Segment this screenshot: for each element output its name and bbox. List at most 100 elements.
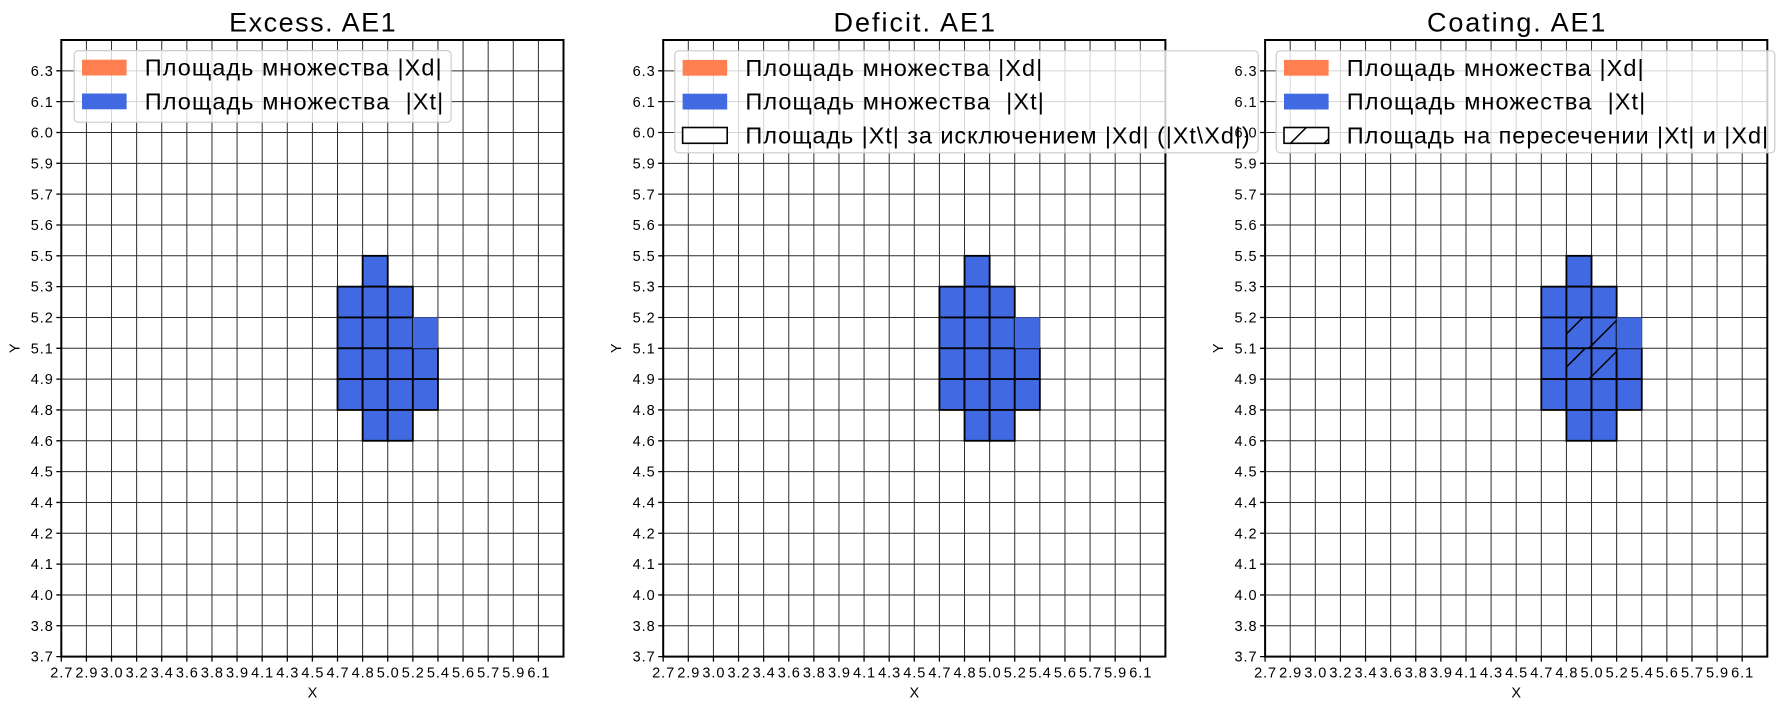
svg-text:4.9: 4.9 (633, 372, 655, 388)
svg-text:3.2: 3.2 (1329, 665, 1351, 681)
svg-text:5.6: 5.6 (452, 665, 474, 681)
svg-text:3.0: 3.0 (702, 665, 724, 681)
svg-text:5.1: 5.1 (31, 341, 53, 357)
svg-text:Площадь множества |Xd|: Площадь множества |Xd| (1347, 55, 1644, 81)
svg-text:5.7: 5.7 (477, 665, 499, 681)
svg-text:Площадь множества |Xt|: Площадь множества |Xt| (1347, 89, 1645, 115)
svg-text:4.2: 4.2 (1235, 526, 1257, 542)
svg-text:5.6: 5.6 (1235, 218, 1257, 234)
svg-text:5.5: 5.5 (31, 249, 53, 265)
svg-text:5.7: 5.7 (1079, 665, 1101, 681)
svg-text:5.9: 5.9 (1104, 665, 1126, 681)
svg-text:Excess. AE1: Excess. AE1 (229, 7, 396, 37)
svg-text:Deficit. AE1: Deficit. AE1 (834, 7, 996, 37)
svg-text:5.5: 5.5 (1235, 249, 1257, 265)
svg-text:Площадь множества |Xd|: Площадь множества |Xd| (745, 55, 1042, 81)
svg-text:3.7: 3.7 (633, 650, 655, 666)
svg-text:4.3: 4.3 (1480, 665, 1502, 681)
svg-text:X: X (909, 685, 919, 701)
svg-text:3.0: 3.0 (1304, 665, 1326, 681)
svg-text:5.7: 5.7 (633, 187, 655, 203)
svg-text:4.1: 4.1 (853, 665, 875, 681)
svg-text:5.0: 5.0 (377, 665, 399, 681)
svg-text:5.2: 5.2 (1235, 311, 1257, 327)
svg-text:2.7: 2.7 (1254, 665, 1276, 681)
svg-text:6.0: 6.0 (31, 126, 53, 142)
svg-text:5.9: 5.9 (633, 156, 655, 172)
svg-text:2.9: 2.9 (75, 665, 97, 681)
svg-text:5.0: 5.0 (979, 665, 1001, 681)
svg-text:Y: Y (1211, 343, 1227, 353)
svg-text:5.2: 5.2 (633, 311, 655, 327)
svg-text:4.4: 4.4 (633, 496, 655, 512)
svg-text:5.7: 5.7 (31, 187, 53, 203)
svg-text:6.1: 6.1 (1731, 665, 1753, 681)
svg-text:3.4: 3.4 (151, 665, 173, 681)
svg-text:5.4: 5.4 (1029, 665, 1051, 681)
svg-text:6.1: 6.1 (527, 665, 549, 681)
svg-text:5.2: 5.2 (31, 311, 53, 327)
svg-text:3.4: 3.4 (1355, 665, 1377, 681)
svg-text:4.0: 4.0 (633, 588, 655, 604)
svg-text:2.9: 2.9 (1279, 665, 1301, 681)
svg-text:4.9: 4.9 (1235, 372, 1257, 388)
svg-text:Площадь множества |Xt|: Площадь множества |Xt| (745, 89, 1043, 115)
svg-text:Площадь на пересечении |Xt| и: Площадь на пересечении |Xt| и |Xd| (1347, 122, 1768, 148)
svg-text:5.5: 5.5 (633, 249, 655, 265)
svg-text:5.2: 5.2 (1004, 665, 1026, 681)
svg-text:X: X (308, 685, 318, 701)
svg-text:5.4: 5.4 (1631, 665, 1653, 681)
svg-text:5.0: 5.0 (1581, 665, 1603, 681)
svg-text:3.8: 3.8 (803, 665, 825, 681)
svg-text:3.9: 3.9 (226, 665, 248, 681)
svg-text:4.7: 4.7 (326, 665, 348, 681)
svg-text:5.2: 5.2 (402, 665, 424, 681)
svg-text:5.9: 5.9 (31, 156, 53, 172)
svg-text:3.8: 3.8 (201, 665, 223, 681)
svg-text:3.7: 3.7 (31, 650, 53, 666)
svg-text:5.6: 5.6 (633, 218, 655, 234)
svg-text:4.5: 4.5 (1505, 665, 1527, 681)
svg-text:Y: Y (609, 343, 625, 353)
svg-text:6.1: 6.1 (1129, 665, 1151, 681)
svg-text:4.5: 4.5 (31, 465, 53, 481)
svg-text:4.2: 4.2 (31, 526, 53, 542)
svg-text:3.8: 3.8 (1405, 665, 1427, 681)
svg-text:6.1: 6.1 (633, 95, 655, 111)
svg-text:4.6: 4.6 (633, 434, 655, 450)
svg-text:4.8: 4.8 (633, 403, 655, 419)
svg-text:4.7: 4.7 (1530, 665, 1552, 681)
svg-text:3.9: 3.9 (1430, 665, 1452, 681)
svg-text:4.4: 4.4 (1235, 496, 1257, 512)
svg-text:5.3: 5.3 (633, 280, 655, 296)
svg-text:4.6: 4.6 (1235, 434, 1257, 450)
svg-text:4.8: 4.8 (953, 665, 975, 681)
svg-text:5.9: 5.9 (1235, 156, 1257, 172)
svg-text:3.9: 3.9 (828, 665, 850, 681)
svg-text:6.0: 6.0 (1235, 126, 1257, 142)
svg-text:4.0: 4.0 (1235, 588, 1257, 604)
svg-text:Y: Y (7, 343, 23, 353)
svg-text:4.9: 4.9 (31, 372, 53, 388)
svg-text:6.3: 6.3 (31, 64, 53, 80)
svg-text:6.0: 6.0 (633, 126, 655, 142)
svg-text:3.2: 3.2 (126, 665, 148, 681)
svg-text:4.1: 4.1 (1455, 665, 1477, 681)
svg-text:5.4: 5.4 (427, 665, 449, 681)
svg-text:Coating. AE1: Coating. AE1 (1427, 7, 1606, 37)
svg-text:4.4: 4.4 (31, 496, 53, 512)
svg-text:Площадь множества |Xd|: Площадь множества |Xd| (145, 55, 442, 81)
svg-text:4.8: 4.8 (1235, 403, 1257, 419)
svg-text:X: X (1511, 685, 1521, 701)
svg-text:3.4: 3.4 (753, 665, 775, 681)
svg-text:4.8: 4.8 (352, 665, 374, 681)
svg-text:6.1: 6.1 (31, 95, 53, 111)
svg-text:4.5: 4.5 (1235, 465, 1257, 481)
svg-text:3.6: 3.6 (778, 665, 800, 681)
svg-text:5.2: 5.2 (1606, 665, 1628, 681)
svg-text:2.7: 2.7 (50, 665, 72, 681)
svg-text:4.7: 4.7 (928, 665, 950, 681)
svg-text:2.7: 2.7 (652, 665, 674, 681)
svg-text:3.6: 3.6 (176, 665, 198, 681)
svg-text:4.3: 4.3 (878, 665, 900, 681)
